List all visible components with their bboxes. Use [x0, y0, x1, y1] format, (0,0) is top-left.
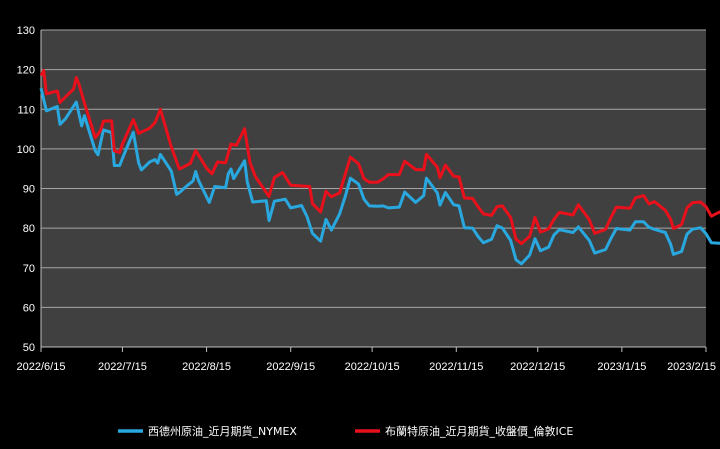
axes: 50 60 70 80 90 100 110 120 130 2022/6/15 2022/7/15… — [17, 25, 716, 373]
y-tick-label: 80 — [23, 223, 35, 235]
legend-label: 布蘭特原油_近月期貨_收盤價_倫敦ICE — [385, 424, 573, 438]
x-tick-label: 2023/1/15 — [597, 361, 646, 373]
y-tick-label: 90 — [23, 184, 35, 196]
y-tick-label: 130 — [17, 25, 35, 37]
x-tick-label: 2022/6/15 — [17, 361, 66, 373]
series-0 — [39, 87, 720, 266]
legend-label: 西德州原油_近月期貨_NYMEX — [148, 424, 297, 438]
x-tick-label: 2023/2/15 — [667, 361, 716, 373]
series-line — [39, 68, 720, 246]
gridlines — [41, 29, 706, 308]
y-tick-label: 100 — [17, 144, 35, 156]
x-tick-label: 2022/12/15 — [510, 361, 565, 373]
series-1 — [39, 68, 720, 246]
y-tick-label: 120 — [17, 65, 35, 77]
x-tick-label: 2022/9/15 — [266, 361, 315, 373]
x-tick-label: 2022/11/15 — [429, 361, 483, 373]
x-tick-label: 2022/7/15 — [98, 361, 147, 373]
y-tick-label: 50 — [23, 342, 35, 354]
series-lines — [39, 68, 720, 266]
y-tick-label: 70 — [23, 263, 35, 275]
y-tick-label: 110 — [17, 104, 35, 116]
x-tick-label: 2022/8/15 — [182, 361, 231, 373]
legend: 西德州原油_近月期貨_NYMEX 布蘭特原油_近月期貨_收盤價_倫敦ICE — [118, 424, 573, 438]
series-line — [39, 87, 720, 266]
x-tick-label: 2022/10/15 — [345, 361, 400, 373]
y-tick-label: 60 — [23, 302, 35, 314]
